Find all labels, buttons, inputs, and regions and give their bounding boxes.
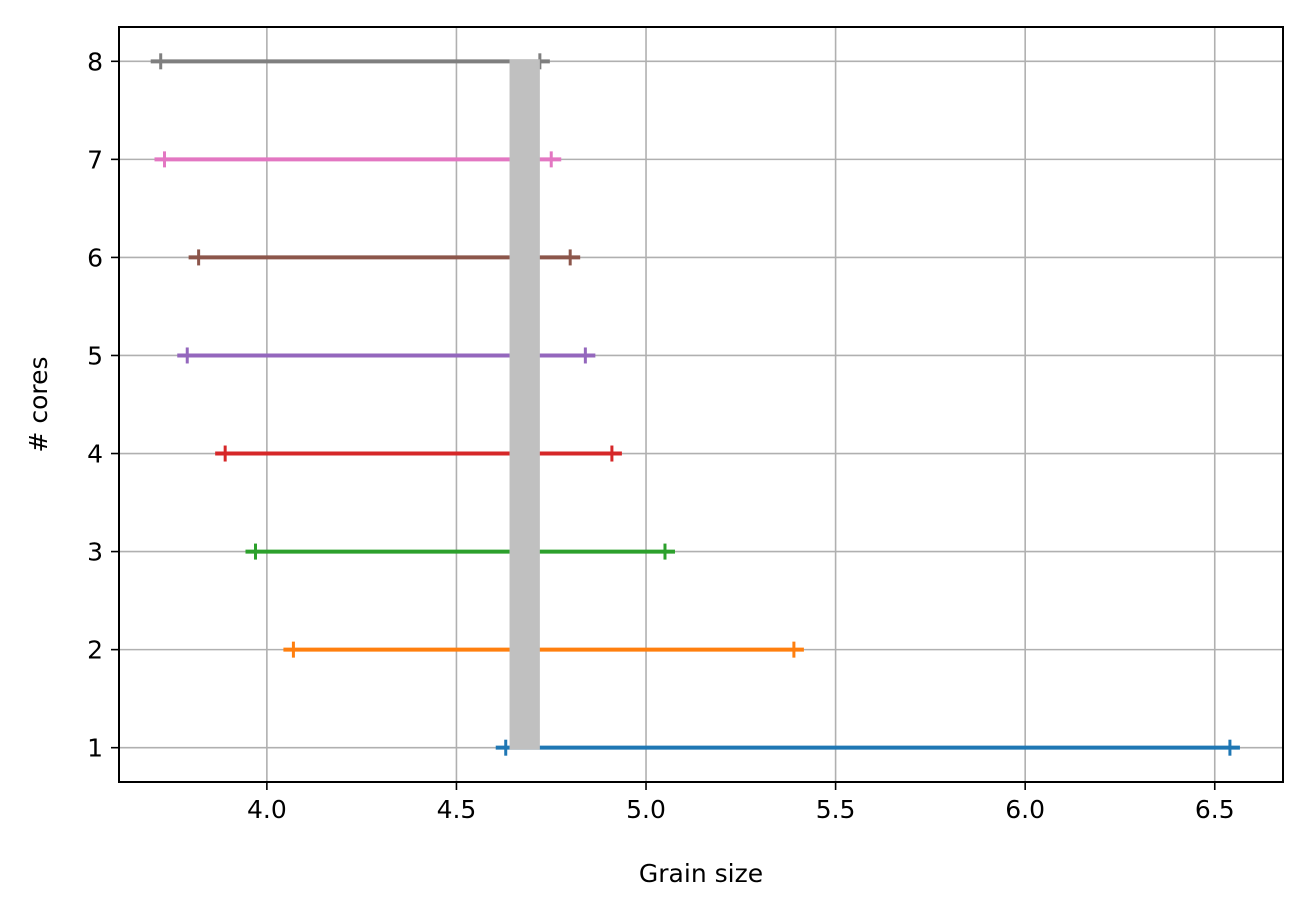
x-tick-label: 4.0 (247, 795, 287, 824)
y-tick-label: 8 (87, 47, 103, 76)
tick-labels: 4.0 4.5 5.0 5.5 6.0 6.5 1 2 3 4 5 6 7 8 (87, 47, 1235, 824)
y-axis-label: # cores (24, 356, 53, 452)
x-axis-label: Grain size (639, 859, 763, 888)
x-tick-label: 6.5 (1195, 795, 1235, 824)
plot-frame (118, 26, 1284, 783)
x-tick-label: 4.5 (437, 795, 477, 824)
x-tick-label: 5.0 (626, 795, 666, 824)
reference-band-layer (509, 59, 540, 750)
y-tick-label: 6 (87, 243, 103, 272)
x-tick-label: 5.5 (816, 795, 856, 824)
y-tick-label: 3 (87, 538, 103, 567)
y-tick-label: 4 (87, 440, 103, 469)
reference-band (509, 59, 540, 750)
series-layer (150, 53, 1240, 756)
y-tick-label: 1 (87, 734, 103, 763)
y-tick-label: 7 (87, 145, 103, 174)
y-tick-label: 2 (87, 636, 103, 665)
grid (119, 27, 1283, 782)
axes (111, 26, 1284, 790)
x-tick-label: 6.0 (1005, 795, 1045, 824)
y-tick-label: 5 (87, 341, 103, 370)
